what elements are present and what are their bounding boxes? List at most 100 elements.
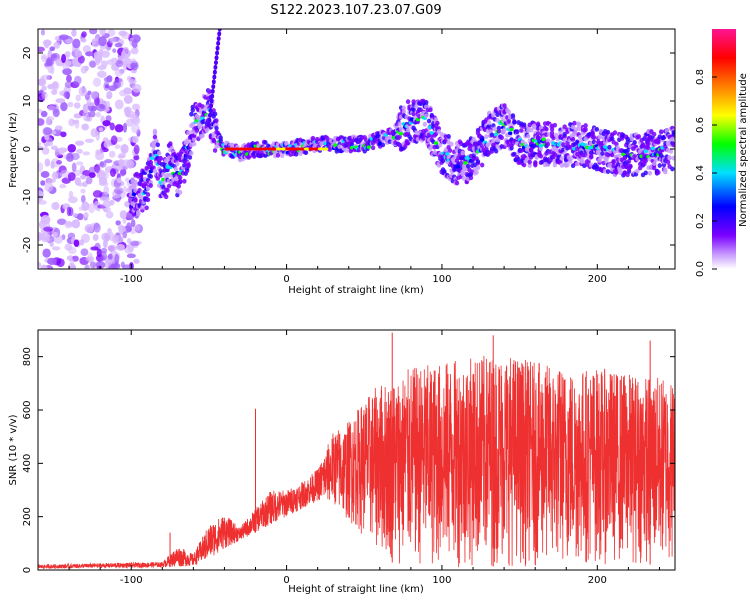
spectrogram-cell [83, 212, 89, 219]
spectrogram-cell [493, 148, 499, 154]
spectrogram-cell [114, 99, 124, 110]
spectrogram-cell [108, 150, 116, 158]
spectrogram-cell [426, 118, 432, 124]
spectrogram-cell [98, 127, 104, 132]
spectrogram-xtick-label: 100 [432, 274, 451, 285]
spectrogram-xtick-label: -100 [120, 274, 143, 285]
spectrogram-cell [401, 105, 407, 111]
spectrogram-cell [119, 210, 128, 219]
spectrogram-cell [59, 184, 67, 189]
spectrogram-cell [436, 129, 442, 134]
spectrogram-cell [107, 253, 113, 260]
spectrogram-cell [86, 101, 95, 107]
spectrogram-cell [422, 121, 428, 127]
chart-title: S122.2023.107.23.07.G09 [270, 3, 441, 18]
spectrogram-cell [440, 158, 446, 164]
spectrogram-cell [66, 74, 72, 83]
spectrogram-cell [280, 147, 287, 151]
spectrogram-cell [100, 196, 110, 202]
spectrogram-cell [103, 140, 111, 148]
spectrogram-cell [647, 170, 653, 176]
spectrogram-cell [428, 107, 433, 113]
colorbar-tick-label: 0.4 [695, 165, 706, 181]
spectrogram-cell [397, 121, 402, 127]
spectrogram-cell [40, 29, 46, 36]
spectrogram-cell [173, 166, 179, 172]
spectrogram-cell [72, 38, 81, 49]
spectrogram-cell [186, 163, 191, 169]
spectrogram-cell [65, 38, 73, 44]
spectrogram-cell [554, 132, 559, 138]
snr-xtick-label: -100 [120, 575, 143, 586]
spectrogram-cell [398, 131, 404, 136]
spectrogram-cell [168, 141, 173, 147]
spectrogram-cell [526, 133, 531, 139]
spectrogram-cell [442, 169, 447, 174]
snr-xtick-label: 200 [588, 575, 607, 586]
spectrogram-cell [85, 176, 93, 185]
spectrogram-cell [144, 205, 149, 211]
spectrogram-ylabel: Frequency (Hz) [8, 112, 19, 188]
spectrogram-cell [499, 135, 504, 141]
spectrogram-cell [102, 120, 111, 127]
spectrogram-cell [210, 88, 215, 94]
spectrogram-cell [565, 162, 570, 168]
colorbar-ticks: 0.0 0.2 0.4 0.6 0.8 [695, 69, 717, 277]
spectrogram-cell [474, 169, 479, 175]
spectrogram-cell [177, 189, 183, 195]
spectrogram-heatmap [38, 29, 675, 269]
spectrogram-cell [114, 42, 123, 48]
spectrogram-cell [215, 50, 220, 56]
spectrogram-cell [186, 130, 191, 136]
spectrogram-cell [643, 149, 648, 154]
spectrogram-cell [247, 147, 254, 151]
spectrogram-cell [122, 46, 129, 54]
snr-ytick-label: 0 [22, 567, 33, 573]
spectrogram-cell [89, 261, 97, 269]
spectrogram-cell [122, 166, 128, 171]
spectrogram-cell [133, 258, 140, 264]
snr-ytick-label: 200 [22, 507, 33, 526]
spectrogram-cell [562, 124, 567, 130]
spectrogram-cell [41, 85, 47, 91]
spectrogram-cell [257, 147, 264, 151]
spectrogram-cell [212, 74, 217, 80]
spectrogram-cell [75, 94, 81, 102]
spectrogram-cell [38, 261, 42, 268]
spectrogram-cell [42, 248, 51, 258]
spectrogram-cell [71, 219, 81, 229]
spectrogram-cell [118, 158, 124, 165]
spectrogram-cell [163, 194, 169, 200]
spectrogram-cell [108, 264, 117, 269]
spectrogram-cell [161, 184, 166, 190]
spectrogram-cell [84, 223, 95, 234]
spectrogram-cell [209, 103, 214, 109]
spectrogram-cell [594, 126, 600, 132]
spectrogram-cell [82, 111, 87, 121]
spectrogram-cell [177, 175, 183, 180]
spectrogram-cell [155, 142, 160, 148]
spectrogram-cell [64, 220, 73, 229]
spectrogram-cell [636, 134, 641, 139]
spectrogram-cell [40, 180, 46, 186]
spectrogram-cell [65, 153, 74, 162]
spectrogram-cell [637, 165, 643, 171]
spectrogram-cell [149, 156, 155, 160]
spectrogram-cell [668, 148, 674, 154]
spectrogram-cell [122, 185, 127, 195]
spectrogram-cell [200, 133, 205, 139]
spectrogram-xtick-label: 0 [283, 274, 289, 285]
spectrogram-cell [90, 91, 99, 100]
spectrogram-cell [109, 199, 115, 206]
spectrogram-cell [459, 160, 464, 166]
spectrogram-cell [211, 137, 216, 143]
spectrogram-cell [576, 121, 581, 127]
snr-line [38, 355, 675, 570]
spectrogram-cell [468, 175, 474, 181]
spectrogram-cell [436, 162, 442, 168]
spectrogram-cell [131, 183, 137, 189]
spectrogram-cell [80, 248, 89, 256]
spectrogram-cell [271, 147, 278, 151]
spectrogram-cell [109, 168, 116, 177]
